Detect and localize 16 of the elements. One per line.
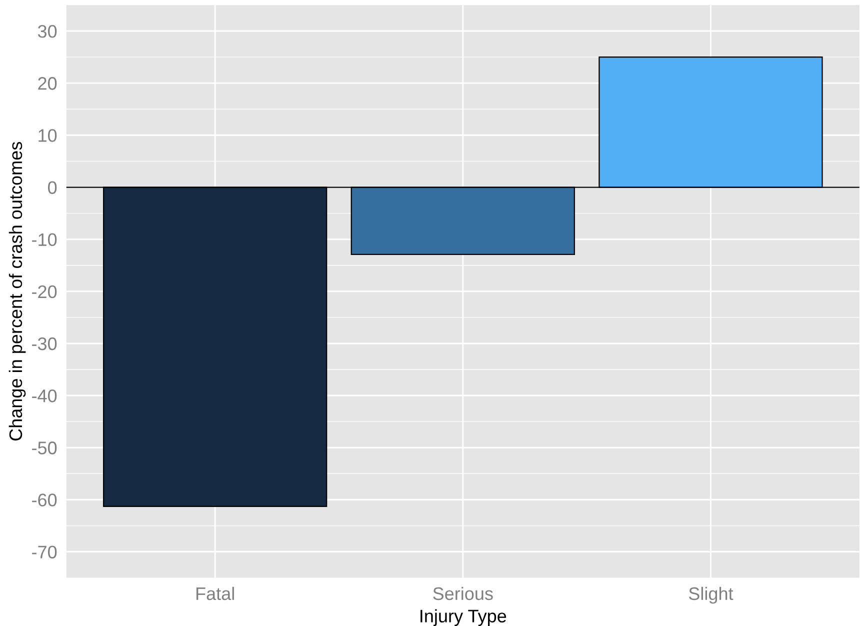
x-axis-title: Injury Type [420, 609, 506, 626]
y-tick-label: -50 [32, 442, 57, 454]
y-tick-label: -30 [32, 337, 57, 350]
y-tick-label: -70 [32, 546, 57, 558]
y-tick-label: -20 [32, 285, 57, 298]
y-tick-label: 0 [48, 181, 57, 194]
y-tick-label: 30 [38, 24, 57, 38]
y-tick-label: 10 [38, 129, 57, 142]
y-axis-title: Change in percent of crash outcomes [8, 142, 26, 441]
x-tick-label: Serious [433, 586, 493, 600]
y-tick-label: -60 [32, 494, 57, 506]
y-tick-label: -10 [32, 233, 57, 246]
y-tick-label: -40 [32, 389, 57, 402]
y-tick-label: 20 [38, 77, 57, 90]
x-tick-label: Slight [688, 586, 734, 604]
x-tick-label: Fatal [196, 586, 234, 600]
